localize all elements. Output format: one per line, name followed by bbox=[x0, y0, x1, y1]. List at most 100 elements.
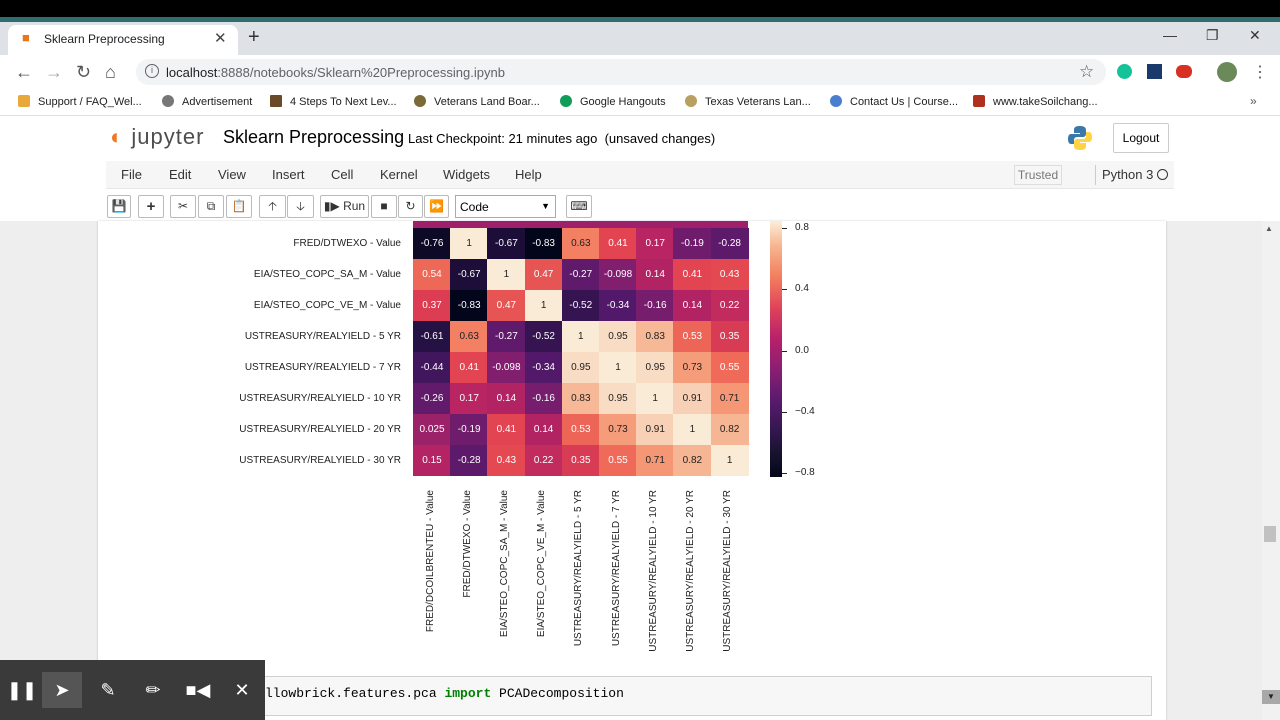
run-button[interactable]: ▮▶ Run bbox=[320, 195, 369, 218]
heatmap-cell: 0.82 bbox=[673, 445, 712, 476]
menu-file[interactable]: File bbox=[121, 167, 142, 182]
info-icon[interactable]: i bbox=[145, 64, 159, 78]
move-up-icon[interactable]: 🡡 bbox=[259, 195, 286, 218]
bookmark-item[interactable]: www.takeSoilchang... bbox=[973, 95, 1098, 108]
pause-icon[interactable]: ❚❚ bbox=[6, 680, 38, 700]
more-bookmarks-icon[interactable]: » bbox=[1250, 94, 1257, 108]
back-icon[interactable]: ← bbox=[15, 62, 33, 82]
close-tab-icon[interactable]: ✕ bbox=[214, 30, 227, 47]
heatmap-cell: 1 bbox=[599, 352, 637, 383]
code-cell[interactable] bbox=[247, 676, 1152, 716]
bookmark-item[interactable]: Google Hangouts bbox=[560, 95, 666, 108]
heatmap-row-label: EIA/STEO_COPC_VE_M - Value bbox=[253, 300, 401, 311]
heatmap-cell: -0.098 bbox=[599, 259, 637, 290]
menu-widgets[interactable]: Widgets bbox=[443, 167, 490, 182]
heatmap-col-label: FRED/DTWEXO - Value bbox=[461, 490, 473, 598]
os-top-bar bbox=[0, 0, 1280, 22]
heatmap-cell: -0.52 bbox=[561, 290, 600, 321]
heatmap-cell: 0.95 bbox=[599, 321, 637, 352]
code-line[interactable]: llowbrick.features.pca import PCADecompo… bbox=[265, 686, 624, 701]
menu-cell[interactable]: Cell bbox=[331, 167, 354, 182]
reload-icon[interactable]: ↻ bbox=[76, 62, 92, 82]
extension-chart-icon[interactable] bbox=[1147, 64, 1162, 79]
heatmap-cell: 0.22 bbox=[524, 445, 563, 476]
paste-icon[interactable]: 📋 bbox=[226, 195, 252, 218]
code-module: llowbrick.features.pca bbox=[265, 686, 445, 701]
heatmap-cell: -0.16 bbox=[636, 290, 675, 321]
browser-tab[interactable] bbox=[8, 25, 238, 55]
heatmap-row-label: USTREASURY/REALYIELD - 7 YR bbox=[244, 362, 401, 373]
keyboard-icon[interactable]: ⌨ bbox=[566, 195, 592, 218]
menu-kebab-icon[interactable]: ⋮ bbox=[1252, 64, 1268, 81]
insert-cell-icon[interactable]: + bbox=[138, 195, 164, 218]
heatmap-cell: -0.76 bbox=[413, 228, 451, 259]
pen-icon[interactable]: ✎ bbox=[100, 680, 116, 700]
bookmark-item[interactable]: 4 Steps To Next Lev... bbox=[270, 95, 397, 108]
new-tab-icon[interactable]: + bbox=[248, 26, 260, 48]
bookmark-item[interactable]: Contact Us | Course... bbox=[830, 95, 958, 108]
fast-forward-icon[interactable]: ⏩ bbox=[424, 195, 449, 218]
bookmark-label: 4 Steps To Next Lev... bbox=[290, 96, 397, 108]
heatmap-cell: 0.17 bbox=[450, 383, 489, 414]
menu-insert[interactable]: Insert bbox=[272, 167, 305, 182]
heatmap-cell: 0.91 bbox=[673, 383, 712, 414]
kernel-idle-icon bbox=[1157, 169, 1168, 180]
restore-icon[interactable]: ❐ bbox=[1206, 27, 1219, 43]
scrollbar[interactable] bbox=[1262, 221, 1280, 720]
copy-icon[interactable]: ⧉ bbox=[198, 195, 224, 218]
restart-icon[interactable]: ↻ bbox=[398, 195, 423, 218]
kernel-name[interactable]: Python 3 bbox=[1102, 167, 1154, 182]
profile-avatar[interactable] bbox=[1217, 62, 1237, 82]
heatmap-cell: 1 bbox=[673, 414, 712, 445]
heatmap-cell: 0.37 bbox=[413, 290, 451, 321]
trusted-indicator[interactable]: Trusted bbox=[1014, 165, 1062, 185]
minimize-icon[interactable]: — bbox=[1163, 27, 1177, 43]
menu-kernel[interactable]: Kernel bbox=[380, 167, 418, 182]
bookmark-item[interactable]: Texas Veterans Lan... bbox=[685, 95, 811, 108]
close-toolbar-icon[interactable]: ✕ bbox=[234, 680, 250, 700]
home-icon[interactable]: ⌂ bbox=[105, 62, 116, 82]
grammarly-extension-icon[interactable] bbox=[1117, 64, 1132, 79]
cell-type-select[interactable]: Code ▼ bbox=[455, 195, 556, 218]
forward-icon[interactable]: → bbox=[45, 62, 63, 82]
cut-icon[interactable]: ✂ bbox=[170, 195, 196, 218]
scroll-thumb[interactable] bbox=[1264, 526, 1276, 542]
bookmark-item[interactable]: Support / FAQ_Wel... bbox=[18, 95, 142, 108]
heatmap-cell: -0.26 bbox=[413, 383, 451, 414]
heatmap-cell: 0.53 bbox=[673, 321, 712, 352]
menu-edit[interactable]: Edit bbox=[169, 167, 192, 182]
logout-button[interactable]: Logout bbox=[1113, 123, 1169, 153]
scroll-down-icon[interactable]: ▼ bbox=[1262, 690, 1280, 704]
camera-icon[interactable]: ■◀ bbox=[185, 680, 211, 700]
jupyter-logo[interactable]: ◐ jupyter bbox=[110, 124, 204, 150]
heatmap-cell: 0.14 bbox=[487, 383, 526, 414]
url-text[interactable]: localhost:8888/notebooks/Sklearn%20Prepr… bbox=[166, 65, 505, 80]
heatmap-cell: -0.83 bbox=[524, 228, 563, 259]
pointer-icon[interactable]: ➤ bbox=[42, 672, 82, 708]
move-down-icon[interactable]: 🡣 bbox=[287, 195, 314, 218]
menu-help[interactable]: Help bbox=[515, 167, 542, 182]
address-bar[interactable] bbox=[136, 59, 1106, 85]
folder-icon bbox=[18, 95, 30, 107]
bookmark-item[interactable]: Veterans Land Boar... bbox=[414, 95, 540, 108]
save-icon[interactable]: 💾 bbox=[107, 195, 131, 218]
stop-icon[interactable]: ■ bbox=[371, 195, 397, 218]
scroll-up-icon[interactable]: ▲ bbox=[1265, 224, 1273, 233]
bookmark-item[interactable]: Advertisement bbox=[162, 95, 252, 108]
bookmarks-bar bbox=[0, 89, 1280, 116]
notebook-name[interactable]: Sklearn Preprocessing bbox=[223, 127, 405, 147]
window-close-icon[interactable]: ✕ bbox=[1249, 27, 1261, 43]
heatmap-cell: 0.83 bbox=[636, 321, 675, 352]
highlighter-icon[interactable]: ✏ bbox=[145, 680, 161, 700]
tractor-icon bbox=[973, 95, 985, 107]
menu-view[interactable]: View bbox=[218, 167, 246, 182]
bookmark-star-icon[interactable]: ☆ bbox=[1079, 62, 1095, 81]
heatmap-cell: -0.44 bbox=[413, 352, 451, 383]
heatmap-cell: -0.61 bbox=[413, 321, 451, 352]
heatmap-cell: 0.025 bbox=[413, 414, 451, 445]
heatmap-row-label: USTREASURY/REALYIELD - 10 YR bbox=[239, 393, 401, 404]
extension-record-icon[interactable] bbox=[1176, 65, 1192, 78]
heatmap-col-label: EIA/STEO_COPC_SA_M - Value bbox=[499, 490, 510, 638]
seal-icon bbox=[685, 95, 697, 107]
code-import-name: PCADecomposition bbox=[491, 686, 624, 701]
